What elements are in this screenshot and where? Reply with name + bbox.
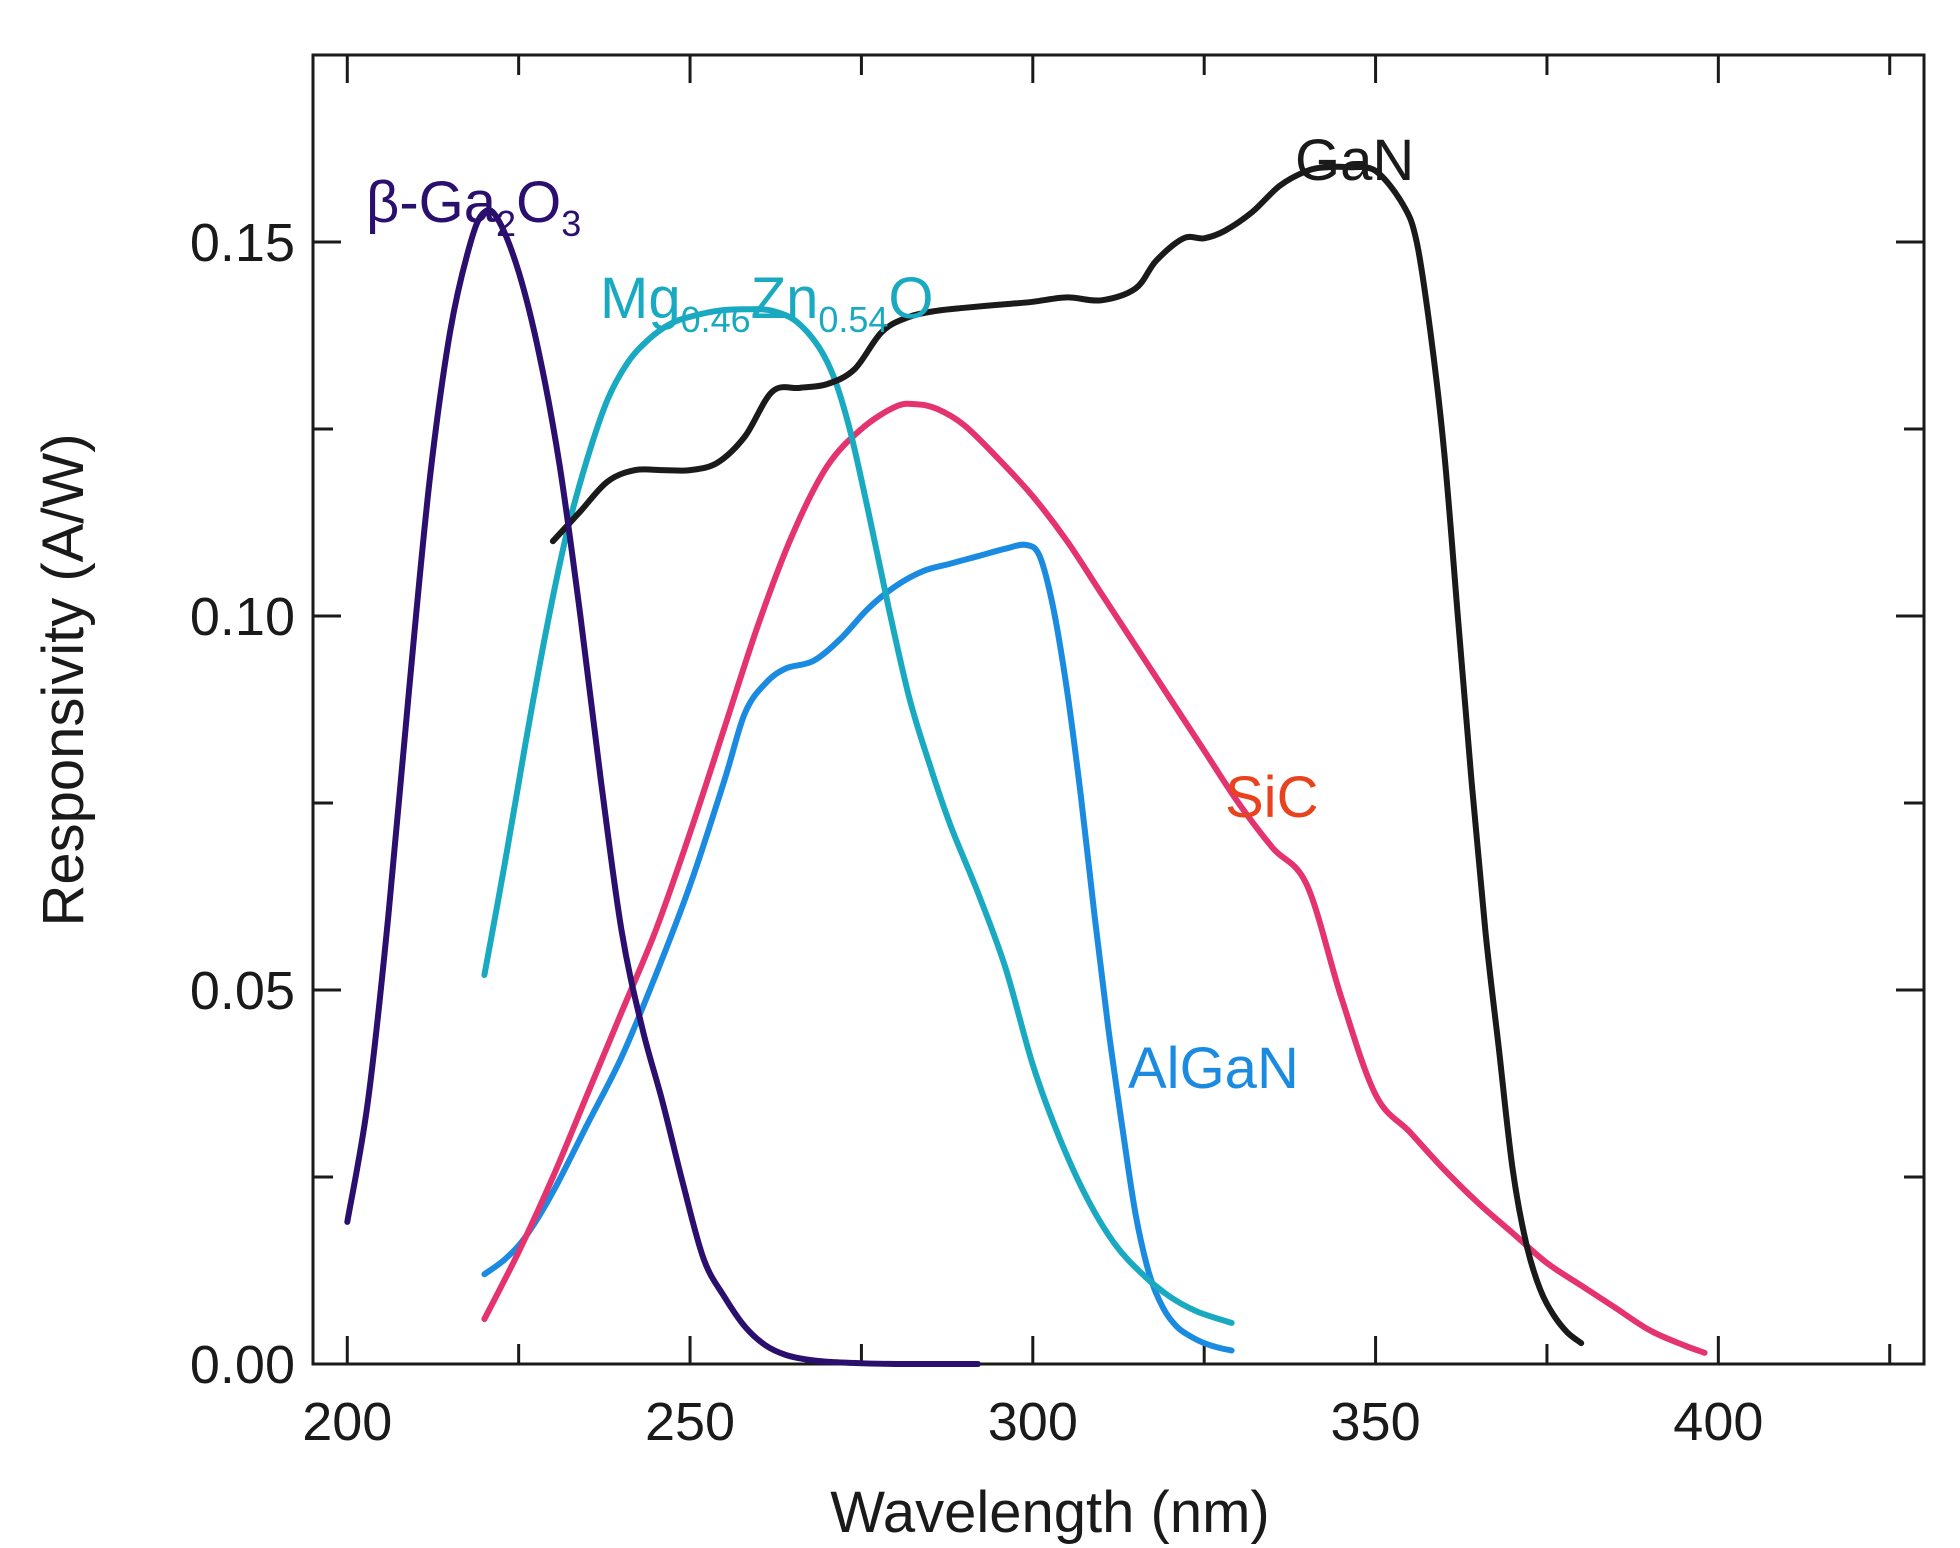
series-curves [344,163,1708,1368]
x-tick-labels: 200 250 300 350 400 [302,1392,1763,1452]
curve-sic [481,400,1708,1356]
y-tick-label: 0.00 [190,1335,295,1395]
curve-algan [481,541,1235,1354]
series-label-mgzno: Mg0.46Zn0.54O [600,266,934,340]
y-tick-label: 0.10 [190,587,295,647]
y-tick-labels: 0.00 0.05 0.10 0.15 [190,213,295,1395]
x-tick-label: 200 [302,1392,392,1452]
y-axis-title: Responsivity (A/W) [31,433,96,926]
x-axis-title: Wavelength (nm) [830,1480,1269,1545]
x-tick-label: 350 [1331,1392,1421,1452]
series-label-ga2o3: β-Ga2O3 [366,170,581,244]
series-label-gan: GaN [1295,128,1414,193]
curve-gan [549,163,1585,1347]
curve-ga2o3 [344,207,981,1368]
x-tick-label: 400 [1673,1392,1763,1452]
chart-frame [311,53,1926,1366]
curve-mgzno [481,306,1235,1326]
x-tick-label: 300 [988,1392,1078,1452]
y-tick-label: 0.05 [190,961,295,1021]
series-label-sic: SiC [1225,765,1318,830]
series-label-algan: AlGaN [1128,1036,1299,1101]
x-tick-label: 250 [645,1392,735,1452]
y-tick-label: 0.15 [190,213,295,273]
